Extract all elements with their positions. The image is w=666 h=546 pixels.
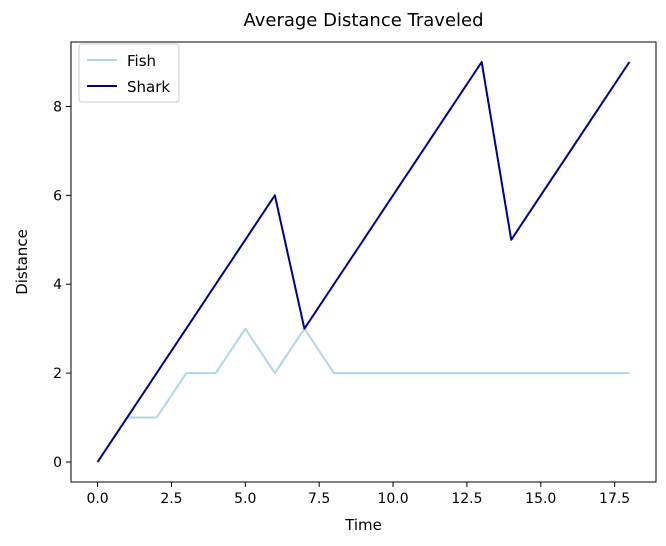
y-tick-label: 8	[53, 99, 62, 115]
x-tick-label: 15.0	[525, 491, 556, 507]
x-tick-label: 5.0	[234, 491, 256, 507]
x-axis: 0.0 2.5 5.0 7.5 10.0 12.5 15.0 17.5	[86, 482, 630, 507]
x-tick-label: 2.5	[160, 491, 182, 507]
series-line-fish	[96, 327, 630, 463]
y-tick-label: 4	[53, 277, 62, 293]
x-tick-label: 7.5	[308, 491, 330, 507]
chart-title: Average Distance Traveled	[243, 10, 483, 31]
x-tick-label: 10.0	[377, 491, 408, 507]
series-line-shark	[96, 61, 631, 463]
x-tick-label: 17.5	[599, 491, 630, 507]
x-tick-label: 12.5	[451, 491, 482, 507]
x-tick-label: 0.0	[86, 491, 108, 507]
x-axis-label: Time	[344, 516, 382, 534]
legend-label-fish: Fish	[127, 52, 156, 70]
y-axis: 0 2 4 6 8	[53, 99, 71, 471]
legend: Fish Shark	[78, 43, 180, 103]
plot-frame	[70, 41, 657, 483]
y-axis-label: Distance	[13, 229, 31, 295]
y-tick-label: 0	[53, 455, 62, 471]
plot-area	[96, 61, 631, 463]
legend-box	[78, 43, 180, 103]
y-tick-label: 2	[53, 366, 62, 382]
legend-label-shark: Shark	[127, 78, 170, 96]
y-tick-label: 6	[53, 188, 62, 204]
